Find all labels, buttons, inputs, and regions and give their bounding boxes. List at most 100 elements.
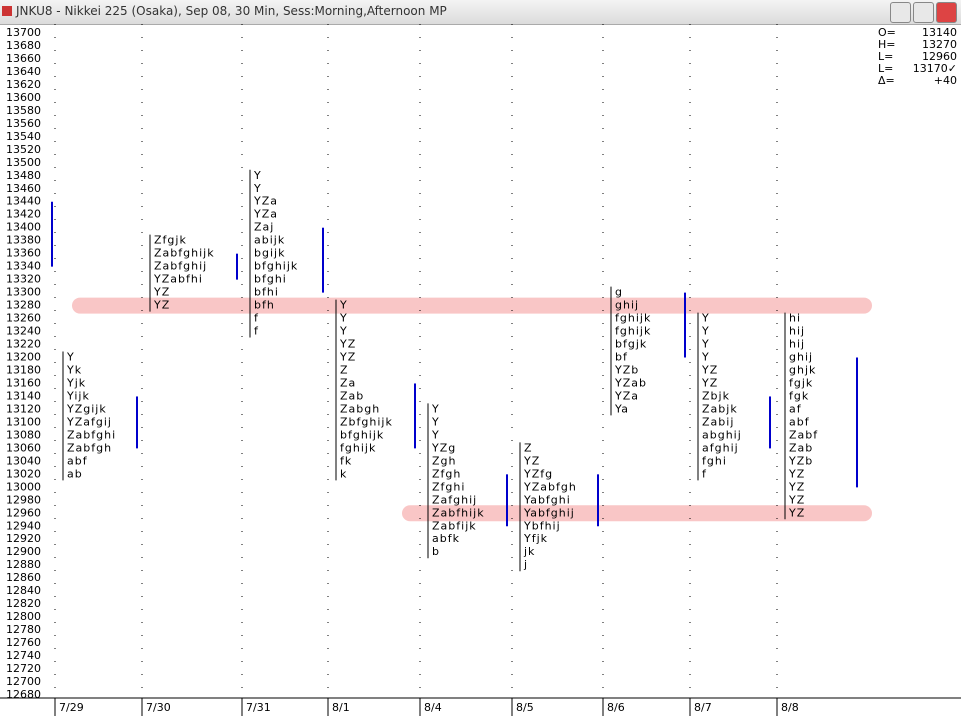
tpo-row: Zab — [340, 389, 364, 402]
tpo-row: YZg — [431, 441, 456, 454]
price-label: 13260 — [6, 312, 41, 325]
tpo-row: fk — [340, 454, 352, 467]
tpo-row: abf — [67, 454, 88, 467]
tpo-row: Yabfghi — [523, 493, 571, 506]
info-value: 13170✓ — [913, 62, 957, 75]
info-value: 13270 — [922, 38, 957, 51]
tpo-row: Zgh — [432, 454, 457, 467]
tpo-row: ab — [67, 467, 83, 480]
price-label: 13360 — [6, 247, 41, 260]
tpo-row: YZb — [614, 363, 639, 376]
profile: hihijhijghijghjkfgjkfgkafabfZabfZabYZbYZ… — [784, 312, 818, 519]
price-label: 13300 — [6, 286, 41, 299]
date-label: 7/30 — [146, 701, 171, 714]
price-label: 12820 — [6, 597, 41, 610]
tpo-row: YZ — [788, 493, 805, 506]
tpo-row: Z — [340, 363, 349, 376]
price-label: 12680 — [6, 688, 41, 701]
price-label: 12840 — [6, 584, 41, 597]
info-label: O= — [878, 26, 896, 39]
tpo-row: Zabfghijk — [154, 247, 215, 260]
info-label: L= — [878, 50, 893, 63]
price-label: 13280 — [6, 299, 41, 312]
tpo-row: fgjk — [789, 376, 813, 389]
tpo-row: bgijk — [254, 247, 285, 260]
price-label: 13500 — [6, 156, 41, 169]
highlight-band — [72, 297, 872, 314]
price-label: 12900 — [6, 545, 41, 558]
price-label: 13200 — [6, 351, 41, 364]
price-label: 12760 — [6, 636, 41, 649]
tpo-row: bfghijk — [254, 260, 298, 273]
price-label: 12740 — [6, 649, 41, 662]
date-label: 8/7 — [694, 701, 712, 714]
tpo-row: fghi — [702, 454, 727, 467]
tpo-row: bfgjk — [615, 338, 647, 351]
price-label: 12780 — [6, 623, 41, 636]
price-label: 13680 — [6, 39, 41, 52]
tpo-row: jk — [523, 545, 535, 558]
date-label: 8/6 — [607, 701, 625, 714]
price-label: 13060 — [6, 441, 41, 454]
tpo-row: YZgijk — [66, 402, 107, 415]
tpo-row: abghij — [702, 428, 742, 441]
price-label: 13560 — [6, 117, 41, 130]
tpo-row: abijk — [254, 234, 285, 247]
tpo-row: Zafghij — [432, 493, 477, 506]
tpo-row: Y — [253, 182, 262, 195]
price-label: 13340 — [6, 260, 41, 273]
tpo-row: Y — [701, 325, 710, 338]
tpo-row: Y — [701, 338, 710, 351]
tpo-row: Zbjk — [702, 389, 730, 402]
tpo-row: Y — [339, 299, 348, 312]
tpo-row: k — [340, 467, 347, 480]
tpo-row: abf — [789, 415, 810, 428]
tpo-row: hij — [789, 325, 805, 338]
price-label: 13400 — [6, 221, 41, 234]
price-label: 13100 — [6, 415, 41, 428]
date-label: 7/31 — [246, 701, 271, 714]
minimize-button[interactable] — [890, 2, 911, 23]
info-value: 12960 — [922, 50, 957, 63]
tpo-row: Y — [701, 351, 710, 364]
tpo-row: Ya — [614, 402, 629, 415]
tpo-row: fghijk — [340, 441, 376, 454]
tpo-row: Za — [340, 376, 356, 389]
tpo-row: b — [432, 545, 440, 558]
tpo-row: YZabfhi — [153, 273, 203, 286]
info-label: H= — [878, 38, 896, 51]
profile: YYkYjkYijkYZgijkYZafgijZabfghiZabfghabfa… — [62, 351, 115, 481]
tpo-row: Zabfijk — [432, 519, 477, 532]
tpo-row: Y — [701, 312, 710, 325]
tpo-row: Yjk — [66, 376, 86, 389]
tpo-row: Zabjk — [702, 402, 738, 415]
tpo-row: Zabf — [789, 428, 818, 441]
tpo-row: Zfgh — [432, 467, 461, 480]
tpo-row: YZab — [614, 376, 647, 389]
price-label: 13540 — [6, 130, 41, 143]
tpo-row: Yk — [66, 363, 82, 376]
tpo-row: YZfg — [523, 467, 553, 480]
tpo-row: YZabfgh — [523, 480, 577, 493]
price-label: 13660 — [6, 52, 41, 65]
price-label: 13320 — [6, 273, 41, 286]
close-button[interactable] — [936, 2, 957, 23]
tpo-row: fghijk — [615, 312, 651, 325]
price-label: 13580 — [6, 104, 41, 117]
info-value: +40 — [934, 74, 957, 87]
price-label: 12860 — [6, 571, 41, 584]
tpo-row: Zfgjk — [154, 234, 187, 247]
app-icon — [2, 6, 12, 16]
maximize-button[interactable] — [913, 2, 934, 23]
tpo-row: YZb — [788, 454, 813, 467]
tpo-row: bf — [615, 351, 628, 364]
info-value: 13140 — [922, 26, 957, 39]
tpo-row: Ybfhij — [523, 519, 561, 532]
price-label: 13620 — [6, 78, 41, 91]
tpo-row: YZ — [523, 454, 540, 467]
tpo-row: YZa — [614, 389, 639, 402]
price-label: 13120 — [6, 402, 41, 415]
